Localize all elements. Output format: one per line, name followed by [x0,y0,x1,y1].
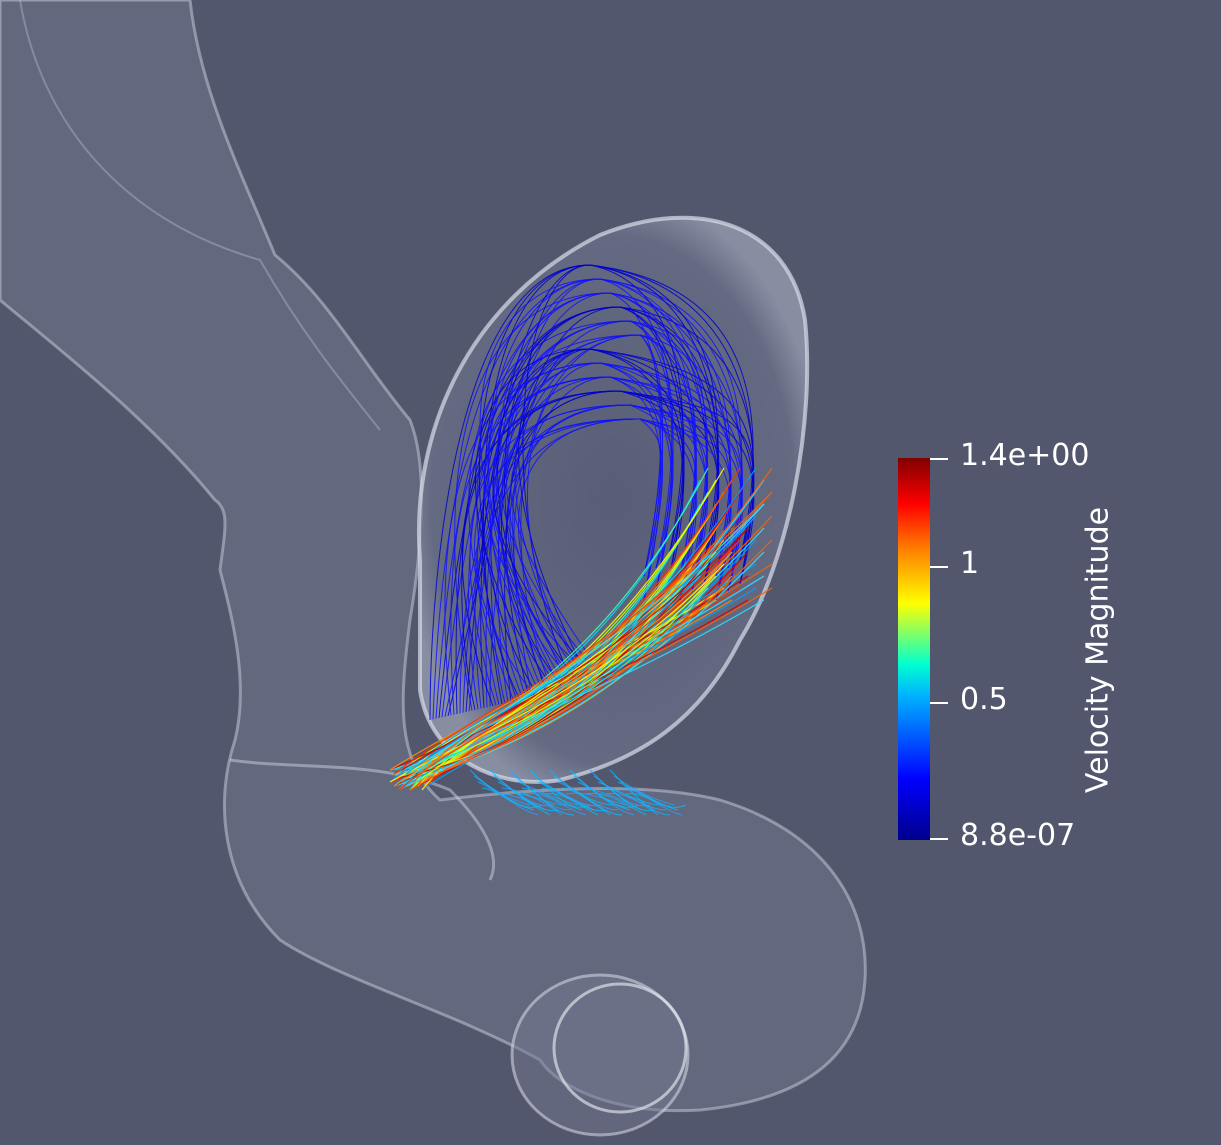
streamline [475,348,684,693]
streamline [483,376,731,684]
streamline [497,781,559,812]
streamline [492,390,720,683]
legend-title: Velocity Magnitude [1080,506,1116,794]
streamline [393,551,733,787]
streamline [417,587,709,775]
streamline [497,306,685,687]
streamline [525,793,587,816]
streamline [477,781,539,816]
streamlines [389,264,773,816]
streamline [413,599,701,771]
streamline [485,792,547,811]
streamline [489,769,551,816]
streamline [405,515,757,775]
streamline [527,362,743,684]
streamline [565,792,627,806]
legend-tick-min: 8.8e-07 [960,818,1076,853]
streamline [585,792,647,816]
streamline [510,418,697,681]
streamline [474,418,664,697]
streamline [561,787,623,816]
parent-vessel [0,0,867,1113]
streamline [533,775,595,811]
streamline [593,775,655,812]
streamline [497,376,696,699]
streamline [545,793,607,812]
streamline [601,787,663,806]
streamline [617,781,679,811]
streamline [605,792,667,811]
legend-tick-max: 1.4e+00 [960,438,1090,473]
vessel-loop-inner [552,982,688,1114]
streamline [397,539,773,791]
streamline [483,362,673,692]
streamline [557,781,619,811]
streamline [481,787,543,808]
streamline [609,769,671,816]
streamline [413,491,773,783]
legend-tick-mark [930,838,948,840]
streamline [512,320,708,694]
streamline [393,515,741,775]
streamline [409,503,765,779]
streamline [522,264,719,689]
streamline [501,404,708,682]
streamline [476,334,732,701]
streamline [421,575,717,779]
streamline [521,787,583,811]
streamline [625,793,687,808]
streamline [573,775,635,816]
streamline [397,575,765,779]
vessel-loop-outer [510,973,690,1137]
streamline [401,527,749,771]
legend-tick-mark [930,458,948,460]
legend-tick-1: 1 [960,546,980,581]
legend-tick-0-5: 0.5 [960,682,1008,717]
streamline [397,539,741,791]
streamline [505,792,567,806]
vessel-inner-edge [19,0,381,431]
streamline [397,503,749,779]
streamline [577,781,639,808]
streamline [520,334,697,693]
legend-tick-mark [930,702,948,704]
color-legend-bar [898,458,930,840]
streamline [613,775,675,806]
legend-tick-mark [930,566,948,568]
streamline [514,334,664,685]
streamline [553,775,615,806]
streamline [505,320,674,686]
streamline [517,781,579,806]
streamline [513,775,575,816]
